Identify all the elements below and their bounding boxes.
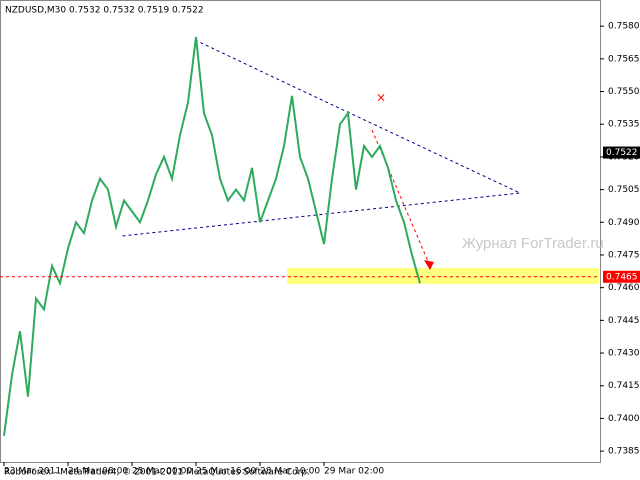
y-tick-label: 0.7415 bbox=[608, 381, 640, 391]
y-tick-label: 0.7460 bbox=[608, 283, 640, 293]
y-tick-label: 0.7505 bbox=[608, 185, 640, 195]
plot-frame bbox=[0, 0, 601, 463]
x-tick-label: 25 Mar 00:00 bbox=[132, 467, 192, 477]
y-tick-label: 0.7580 bbox=[608, 22, 640, 32]
price-tag-label: 0.7522 bbox=[606, 148, 638, 158]
y-tick-label: 0.7400 bbox=[608, 414, 640, 424]
cross-marker: × bbox=[376, 91, 386, 105]
y-tick-label: 0.7475 bbox=[608, 250, 640, 260]
x-tick-label: 24 Mar 08:00 bbox=[68, 467, 128, 477]
chart-title: NZDUSD,M30 0.7532 0.7532 0.7519 0.7522 bbox=[5, 6, 204, 16]
x-tick-label: 25 Mar 16:00 bbox=[196, 467, 256, 477]
y-tick-label: 0.7535 bbox=[608, 120, 640, 130]
price-tag bbox=[603, 146, 640, 159]
watermark: Журнал ForTrader.ru bbox=[462, 235, 604, 252]
triangle bbox=[121, 39, 522, 237]
footer: RoboForex - MetaTrader4, © 2001-2011 Met… bbox=[4, 468, 310, 478]
x-tick-label: 23 Mar 2011 bbox=[4, 467, 61, 477]
price-tag bbox=[603, 270, 640, 283]
y-tick-label: 0.7445 bbox=[608, 316, 640, 326]
x-tick-label: 29 Mar 02:00 bbox=[324, 467, 384, 477]
y-tick-label: 0.7430 bbox=[608, 349, 640, 359]
y-tick-label: 0.7550 bbox=[608, 87, 640, 97]
price-line bbox=[3, 36, 421, 436]
price-tag-label: 0.7465 bbox=[606, 272, 638, 282]
x-tick-label: 28 Mar 10:00 bbox=[260, 467, 320, 477]
y-tick-label: 0.7490 bbox=[608, 218, 640, 228]
y-tick-label: 0.7385 bbox=[608, 447, 640, 457]
y-tick-label: 0.7565 bbox=[608, 54, 640, 64]
arrow-head bbox=[424, 260, 434, 270]
target-zone bbox=[287, 268, 599, 284]
